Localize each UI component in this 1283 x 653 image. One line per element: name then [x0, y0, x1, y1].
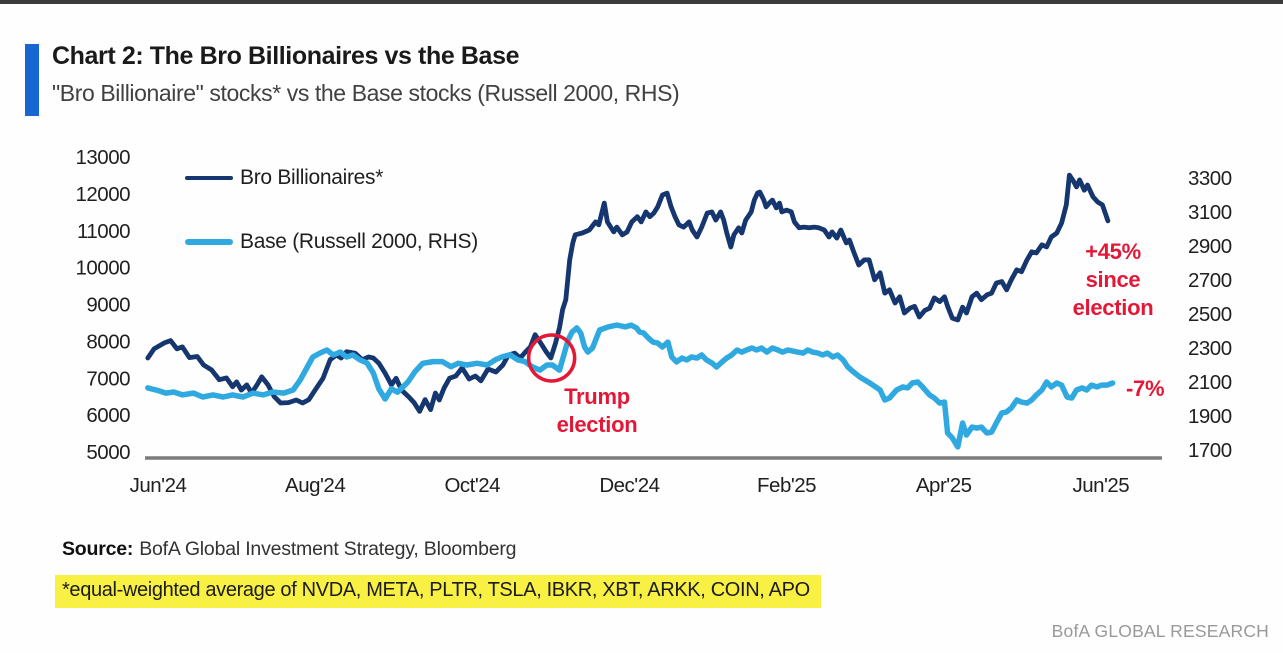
legend-swatch-base [185, 239, 233, 245]
x-axis-tick-label: Jun'25 [1072, 474, 1129, 497]
gain-annotation-line2: since [1085, 267, 1141, 292]
x-axis-tick-label: Apr'25 [916, 474, 972, 497]
accent-bar [25, 44, 39, 116]
footnote-highlighted: *equal-weighted average of NVDA, META, P… [55, 575, 821, 608]
source-label: Source: [62, 538, 134, 560]
right-axis-tick-label: 2100 [1188, 371, 1232, 394]
gain-since-election-annotation: +45% since election [1048, 238, 1178, 322]
x-axis-tick-label: Dec'24 [599, 474, 659, 497]
left-axis-tick-label: 8000 [86, 330, 130, 353]
left-axis-tick-label: 13000 [75, 146, 130, 169]
trump-election-annotation: Trump election [528, 383, 666, 439]
chart-subtitle: "Bro Billionaire" stocks* vs the Base st… [52, 79, 680, 106]
right-axis-tick-label: 2300 [1188, 337, 1232, 360]
x-axis-tick-label: Aug'24 [285, 474, 345, 497]
legend-item-base: Base (Russell 2000, RHS) [185, 229, 478, 255]
left-axis-tick-label: 7000 [86, 367, 130, 390]
x-axis-tick-label: Jun'24 [130, 474, 187, 497]
right-axis-tick-label: 3100 [1188, 201, 1232, 224]
election-circle-icon [526, 333, 577, 383]
legend-item-bro-billionaires: Bro Billionaires* [185, 165, 478, 191]
right-axis-tick-label: 2700 [1188, 269, 1232, 292]
chart-legend: Bro Billionaires* Base (Russell 2000, RH… [185, 165, 478, 293]
trump-annotation-line2: election [556, 412, 638, 437]
right-axis-tick-label: 3300 [1188, 167, 1232, 190]
top-border [0, 0, 1283, 4]
right-axis-tick-label: 2900 [1188, 235, 1232, 258]
gain-annotation-line3: election [1072, 295, 1154, 320]
legend-swatch-bro-billionaires [185, 175, 233, 181]
left-axis-tick-label: 5000 [86, 441, 130, 464]
source-line: Source: BofA Global Investment Strategy, … [62, 538, 517, 561]
bofa-global-research-brand: BofA GLOBAL RESEARCH [1051, 621, 1269, 641]
chart-title: Chart 2: The Bro Billionaires vs the Bas… [52, 42, 520, 70]
trump-annotation-line1: Trump [564, 384, 630, 409]
left-axis-tick-label: 6000 [86, 404, 130, 427]
source-text: BofA Global Investment Strategy, Bloombe… [139, 538, 517, 560]
series-line-base [145, 322, 1116, 450]
x-axis-tick-label: Oct'24 [444, 474, 500, 497]
left-axis-tick-label: 10000 [75, 257, 130, 280]
header: Chart 2: The Bro Billionaires vs the Bas… [52, 42, 952, 107]
left-axis-tick-label: 12000 [75, 183, 130, 206]
gain-annotation-line1: +45% [1085, 239, 1141, 264]
legend-label-bro-billionaires: Bro Billionaires* [240, 166, 384, 189]
loss-annotation: -7% [1126, 376, 1165, 401]
right-axis-tick-label: 2500 [1188, 303, 1232, 326]
legend-label-base: Base (Russell 2000, RHS) [240, 230, 478, 253]
left-axis-tick-label: 9000 [86, 294, 130, 317]
x-axis-tick-label: Feb'25 [757, 474, 816, 497]
left-axis-tick-label: 11000 [77, 220, 130, 243]
right-axis-tick-label: 1900 [1188, 405, 1232, 428]
right-axis-tick-label: 1700 [1188, 439, 1232, 462]
